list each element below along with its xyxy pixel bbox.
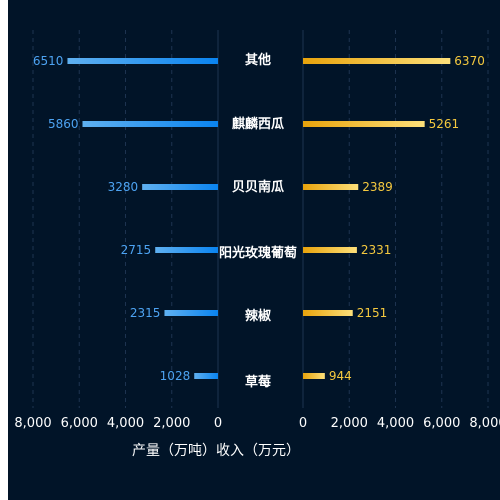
right-tick-label: 6,000 — [423, 416, 460, 431]
category-label: 阳光玫瑰葡萄 — [219, 245, 297, 261]
right-bar[interactable] — [303, 247, 357, 253]
left-tick-label: 6,000 — [61, 416, 98, 431]
bars — [67, 58, 451, 379]
left-bar[interactable] — [67, 58, 218, 64]
grid-lines — [32, 30, 489, 408]
left-value-label: 3280 — [108, 180, 139, 194]
right-tick-label: 0 — [299, 416, 307, 431]
right-axis-title: 收入（万元） — [216, 443, 300, 459]
right-bar[interactable] — [303, 58, 451, 64]
right-tick-label: 8,000 — [469, 416, 500, 431]
right-tick-label: 4,000 — [377, 416, 414, 431]
left-bar[interactable] — [142, 184, 218, 190]
right-value-label: 944 — [329, 369, 352, 383]
right-value-label: 2151 — [357, 306, 388, 320]
right-value-label: 5261 — [429, 117, 460, 131]
left-value-label: 2715 — [121, 243, 152, 257]
left-tick-label: 2,000 — [153, 416, 190, 431]
right-value-label: 6370 — [454, 54, 485, 68]
left-bar[interactable] — [194, 373, 218, 379]
right-value-label: 2331 — [361, 243, 392, 257]
category-label: 辣椒 — [245, 308, 271, 324]
right-bar[interactable] — [303, 310, 353, 316]
left-tick-label: 8,000 — [14, 416, 51, 431]
left-value-label: 5860 — [48, 117, 79, 131]
category-label: 麒麟西瓜 — [232, 116, 284, 132]
axis-titles: 产量（万吨） 收入（万元） — [132, 443, 300, 459]
left-bar[interactable] — [164, 310, 218, 316]
category-label: 其他 — [245, 52, 271, 68]
category-label: 草莓 — [245, 374, 271, 390]
left-value-label: 1028 — [160, 369, 191, 383]
left-bar[interactable] — [82, 121, 218, 127]
right-bar[interactable] — [303, 121, 425, 127]
right-tick-label: 2,000 — [331, 416, 368, 431]
data-labels: 6510 6370 5860 5261 3280 2389 2715 2331 2315 2151… — [33, 54, 485, 383]
right-value-label: 2389 — [362, 180, 393, 194]
left-bar[interactable] — [155, 247, 218, 253]
axis-ticks: 8,000 6,000 4,000 2,000 0 0 2,000 4,000 6,000 8,0… — [14, 416, 500, 431]
category-label: 贝贝南瓜 — [232, 179, 284, 195]
right-bar[interactable] — [303, 373, 325, 379]
left-value-label: 6510 — [33, 54, 64, 68]
left-tick-label: 0 — [214, 416, 222, 431]
left-tick-label: 4,000 — [107, 416, 144, 431]
chart-panel — [8, 0, 500, 500]
left-value-label: 2315 — [130, 306, 161, 320]
left-axis-title: 产量（万吨） — [132, 443, 216, 459]
right-bar[interactable] — [303, 184, 359, 190]
